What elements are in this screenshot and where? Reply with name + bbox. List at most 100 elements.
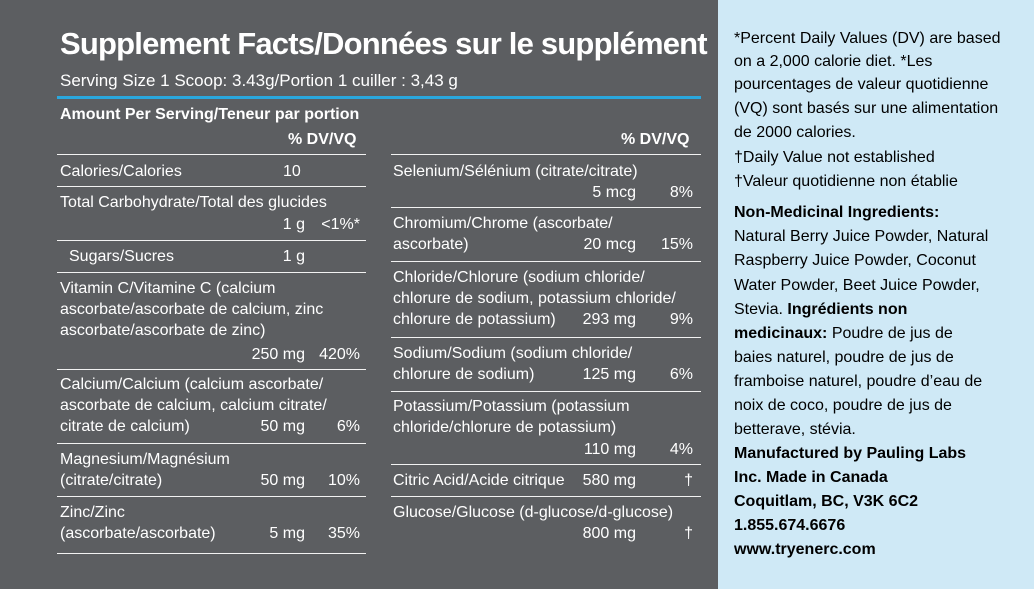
nutrient-dv: 6% bbox=[669, 366, 693, 383]
label-title: Supplement Facts/Données sur le suppléme… bbox=[60, 26, 708, 61]
nutrient-amount: 800 mg bbox=[582, 525, 636, 542]
nutrient-amount: 5 mcg bbox=[592, 184, 636, 201]
nutrient-amount: 10 bbox=[283, 163, 301, 180]
nutrient-dv: 8% bbox=[669, 184, 693, 201]
ingredients-heading: Non-Medicinal Ingredients: bbox=[734, 204, 940, 221]
manufacturer-line: Inc. Made in Canada bbox=[734, 469, 888, 486]
row-divider bbox=[57, 272, 366, 273]
serving-size: Serving Size 1 Scoop: 3.43g/Portion 1 cu… bbox=[60, 71, 458, 90]
nutrient-amount: 1 g bbox=[282, 216, 305, 233]
amount-per-serving-heading: Amount Per Serving/Teneur par portion bbox=[60, 106, 360, 123]
ingredients-line: Water Powder, Beet Juice Powder, bbox=[734, 277, 980, 294]
nutrient-label: Magnesium/Magnésium bbox=[60, 451, 230, 468]
ingredients-fr-line: baies naturel, poudre de jus de bbox=[734, 349, 954, 366]
nutrient-label: ascorbate/ascorbate de zinc) bbox=[60, 322, 266, 339]
nutrient-amount: 50 mg bbox=[260, 418, 305, 435]
dv-header-left: % DV/VQ bbox=[288, 131, 357, 148]
footnote-line: (VQ) sont basés sur une alimentation bbox=[734, 100, 999, 117]
manufacturer-line: Coquitlam, BC, V3K 6C2 bbox=[734, 493, 919, 510]
nutrient-amount: 580 mg bbox=[582, 472, 636, 489]
row-divider bbox=[57, 369, 366, 370]
nutrient-label: citrate de calcium) bbox=[60, 418, 190, 435]
ingredients-fr-heading: Ingrédients non bbox=[787, 301, 908, 318]
row-divider bbox=[57, 443, 366, 444]
manufacturer-website: www.tryenerc.com bbox=[734, 541, 876, 558]
nutrient-label: Calories/Calories bbox=[60, 163, 182, 180]
ingredients-fr-line: betterave, stévia. bbox=[734, 421, 856, 438]
footnote-line: *Percent Daily Values (DV) are based bbox=[734, 30, 1001, 47]
facts-panel: Supplement Facts/Données sur le suppléme… bbox=[0, 0, 718, 589]
nutrient-label: Citric Acid/Acide citrique bbox=[393, 472, 565, 489]
row-divider bbox=[391, 261, 701, 262]
nutrient-label: Sugars/Sucres bbox=[69, 248, 174, 265]
dv-header-right: % DV/VQ bbox=[621, 131, 690, 148]
nutrient-dv: 15% bbox=[660, 236, 693, 253]
row-divider bbox=[57, 553, 366, 554]
nutrient-amount: 50 mg bbox=[260, 472, 305, 489]
footnote-line: de 2000 calories. bbox=[734, 124, 856, 141]
nutrient-label: Calcium/Calcium (calcium ascorbate/ bbox=[60, 376, 324, 393]
row-divider bbox=[391, 464, 701, 465]
nutrient-amount: 250 mg bbox=[251, 346, 305, 363]
nutrient-label: Chloride/Chlorure (sodium chloride/ bbox=[393, 269, 645, 286]
nutrient-label: ascorbate) bbox=[393, 236, 469, 253]
row-divider bbox=[391, 391, 701, 392]
nutrient-amount: 20 mcg bbox=[583, 236, 636, 253]
footnote-line: †Daily Value not established bbox=[734, 149, 935, 166]
nutrient-dv: <1%* bbox=[321, 216, 360, 233]
nutrient-amount: 5 mg bbox=[269, 525, 305, 542]
ingredients-line-stevia: Stevia. Ingrédients non bbox=[734, 299, 907, 320]
nutrient-label: Potassium/Potassium (potassium bbox=[393, 398, 630, 415]
row-divider bbox=[57, 240, 366, 241]
nutrient-label: chlorure de sodium) bbox=[393, 366, 535, 383]
nutrient-label: Glucose/Glucose (d-glucose/d-glucose) bbox=[393, 504, 674, 521]
nutrient-label: chloride/chlorure de potassium) bbox=[393, 419, 617, 436]
nutrient-label: Zinc/Zinc bbox=[60, 504, 125, 521]
row-divider bbox=[391, 154, 701, 155]
nutrient-dv: † bbox=[684, 472, 693, 489]
nutrient-dv: 35% bbox=[327, 525, 360, 542]
nutrient-dv: 6% bbox=[336, 418, 360, 435]
nutrient-label: Chromium/Chrome (ascorbate/ bbox=[393, 215, 613, 232]
nutrient-label: Vitamin C/Vitamine C (calcium bbox=[60, 280, 276, 297]
ingredients-line: Raspberry Juice Powder, Coconut bbox=[734, 252, 976, 269]
nutrient-label: Sodium/Sodium (sodium chloride/ bbox=[393, 345, 633, 362]
ingredients-line: Natural Berry Juice Powder, Natural bbox=[734, 228, 989, 245]
footnote-line: on a 2,000 calorie diet. *Les bbox=[734, 53, 933, 70]
nutrient-dv: 420% bbox=[319, 346, 360, 363]
nutrient-label: Total Carbohydrate/Total des glucides bbox=[60, 194, 327, 211]
nutrient-amount: 110 mg bbox=[583, 441, 636, 458]
info-panel bbox=[718, 0, 1034, 589]
nutrient-label: (ascorbate/ascorbate) bbox=[60, 525, 216, 542]
row-divider bbox=[391, 337, 701, 338]
nutrient-label: (citrate/citrate) bbox=[60, 472, 163, 489]
nutrient-label: chlorure de potassium) bbox=[393, 311, 556, 328]
nutrient-label: chlorure de sodium, potassium chloride/ bbox=[393, 290, 676, 307]
ingredients-fr-line: framboise naturel, poudre d’eau de bbox=[734, 373, 983, 390]
row-divider bbox=[57, 154, 366, 155]
nutrient-amount: 1 g bbox=[282, 248, 305, 265]
nutrient-dv: 10% bbox=[327, 472, 360, 489]
ingredients-fr-line: noix de coco, poudre de jus de bbox=[734, 397, 952, 414]
title-divider bbox=[57, 96, 701, 99]
nutrient-label: ascorbate/ascorbate de calcium, zinc bbox=[60, 301, 324, 318]
row-divider bbox=[57, 496, 366, 497]
manufacturer-phone: 1.855.674.6676 bbox=[734, 517, 846, 534]
nutrient-amount: 125 mg bbox=[582, 366, 636, 383]
nutrient-dv: 9% bbox=[669, 311, 693, 328]
manufacturer-line: Manufactured by Pauling Labs bbox=[734, 445, 967, 462]
ingredients-fr-heading: medicinaux: bbox=[734, 325, 828, 342]
nutrient-label: ascorbate de calcium, calcium citrate/ bbox=[60, 397, 327, 414]
row-divider bbox=[391, 496, 701, 497]
ingredients-last: Stevia. bbox=[734, 301, 783, 318]
row-divider bbox=[391, 207, 701, 208]
nutrient-dv: † bbox=[684, 525, 693, 542]
nutrient-amount: 293 mg bbox=[582, 311, 636, 328]
footnote-line: pourcentages de valeur quotidienne bbox=[734, 76, 989, 93]
row-divider bbox=[57, 186, 366, 187]
footnote-line: †Valeur quotidienne non établie bbox=[734, 173, 958, 190]
nutrient-dv: 4% bbox=[669, 441, 693, 458]
ingredients-fr-first: Poudre de jus de bbox=[831, 325, 953, 342]
nutrient-label: Selenium/Sélénium (citrate/citrate) bbox=[393, 163, 638, 180]
